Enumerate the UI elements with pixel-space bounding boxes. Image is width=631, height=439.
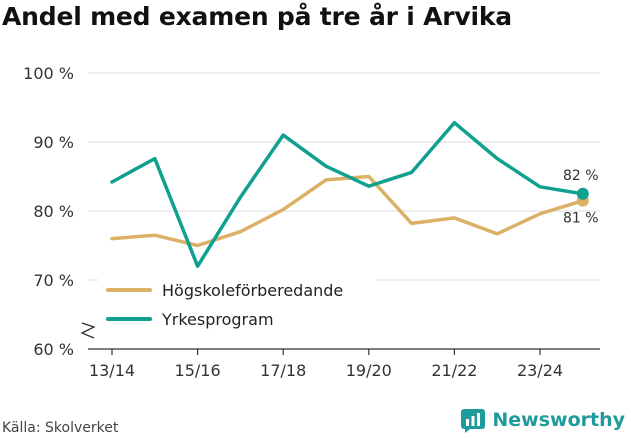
y-tick-label: 80 % xyxy=(33,202,74,221)
legend-label: Yrkesprogram xyxy=(161,310,274,329)
source-note: Källa: Skolverket xyxy=(2,420,119,436)
x-tick-label: 15/16 xyxy=(175,361,221,380)
x-tick-label: 23/24 xyxy=(517,361,563,380)
x-tick-label: 21/22 xyxy=(431,361,477,380)
series-line xyxy=(110,120,585,268)
legend-label: Högskoleförberedande xyxy=(162,281,343,300)
end-value-label: 81 % xyxy=(563,211,599,227)
chart-title: Andel med examen på tre år i Arvika xyxy=(2,2,512,31)
legend: Högskoleförberedande Yrkesprogram xyxy=(98,272,376,336)
newsworthy-logo-icon xyxy=(461,409,486,433)
brand-name: Newsworthy xyxy=(492,409,625,431)
legend-background xyxy=(98,272,376,336)
line-chart: 60 % 70 % 80 % 90 % 100 % 13/14 15/16 17/18 19/… xyxy=(23,64,600,380)
series-end-point xyxy=(576,187,589,200)
y-tick-label: 60 % xyxy=(33,340,74,359)
brand-logo: Newsworthy xyxy=(460,407,625,433)
axis-break-zigzag xyxy=(80,322,96,339)
y-axis-ticks: 60 % 70 % 80 % 90 % 100 % xyxy=(23,64,74,359)
end-value-label: 82 % xyxy=(563,168,599,184)
x-tick-label: 19/20 xyxy=(346,361,392,380)
y-tick-label: 100 % xyxy=(23,64,74,83)
y-tick-label: 90 % xyxy=(33,133,74,152)
series-lines xyxy=(110,120,589,268)
x-tick-label: 13/14 xyxy=(89,361,135,380)
x-tick-label: 17/18 xyxy=(260,361,306,380)
y-tick-label: 70 % xyxy=(33,271,74,290)
end-labels: 81 % 82 % xyxy=(563,168,599,227)
x-axis: 13/14 15/16 17/18 19/20 21/22 23/24 xyxy=(88,348,600,380)
axis-break-icon xyxy=(80,322,96,339)
